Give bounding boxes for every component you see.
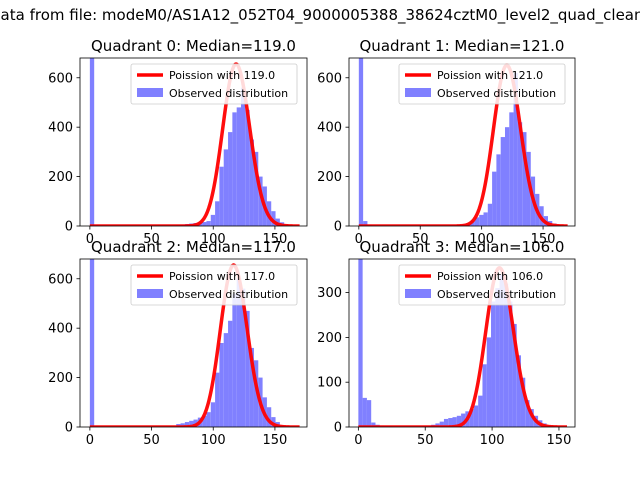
y-tick-label: 100 bbox=[317, 376, 342, 391]
legend: Poission with 121.0 Observed distribution bbox=[399, 64, 565, 104]
x-tick-label: 0 bbox=[86, 433, 94, 448]
y-tick-label: 200 bbox=[48, 170, 73, 185]
figure-suptitle-text: Data from file: modeM0/AS1A12_052T04_900… bbox=[0, 6, 640, 24]
legend: Poission with 117.0 Observed distribution bbox=[131, 265, 297, 305]
y-tick-label: 400 bbox=[317, 121, 342, 136]
y-tick-label: 600 bbox=[48, 71, 73, 86]
y-tick-label: 600 bbox=[48, 272, 73, 287]
x-tick-label: 50 bbox=[143, 433, 160, 448]
histogram-bar-30 bbox=[219, 343, 223, 427]
x-tick-label: 150 bbox=[263, 433, 288, 448]
legend-entry-observed: Observed distribution bbox=[169, 288, 288, 301]
histogram-bar-31 bbox=[224, 333, 228, 427]
histogram-bar-30 bbox=[488, 204, 492, 226]
histogram-bar-29 bbox=[482, 364, 486, 427]
legend-hist-swatch bbox=[405, 88, 431, 97]
legend-hist-swatch bbox=[405, 289, 431, 298]
subplot-title: Quadrant 3: Median=106.0 bbox=[360, 238, 565, 256]
histogram-bar-35 bbox=[241, 88, 245, 226]
y-tick-label: 0 bbox=[65, 421, 73, 436]
y-tick-label: 200 bbox=[48, 371, 73, 386]
histogram-bar-27 bbox=[206, 412, 210, 427]
subplot-quadrant-3: 0 50 100 150 0 100 200 300 Quadrant 3: Median=10… bbox=[317, 238, 575, 448]
histogram-bar-31 bbox=[491, 302, 495, 427]
histogram-bar-34 bbox=[237, 107, 241, 226]
histogram-bar-28 bbox=[479, 215, 483, 226]
histogram-bar-28 bbox=[211, 215, 215, 226]
histogram-bar-31 bbox=[492, 172, 496, 226]
histogram-bar-27 bbox=[206, 221, 210, 226]
histogram-bar-1 bbox=[363, 398, 367, 427]
y-tick-label: 200 bbox=[317, 331, 342, 346]
histogram-bar-30 bbox=[219, 167, 223, 226]
histogram-bar-31 bbox=[224, 149, 228, 226]
legend-entry-fit: Poission with 117.0 bbox=[169, 270, 275, 283]
x-tick-label: 50 bbox=[417, 433, 434, 448]
legend-entry-fit: Poission with 119.0 bbox=[169, 69, 275, 82]
x-tick-label: 100 bbox=[480, 433, 505, 448]
subplot-title: Quadrant 1: Median=121.0 bbox=[360, 37, 565, 55]
legend: Poission with 106.0 Observed distribution bbox=[399, 265, 565, 305]
legend: Poission with 119.0 Observed distribution bbox=[131, 64, 297, 104]
x-tick-label: 100 bbox=[201, 433, 226, 448]
histogram-bar-0 bbox=[90, 58, 94, 226]
x-tick-label: 150 bbox=[547, 433, 572, 448]
histogram-bar-34 bbox=[505, 127, 509, 226]
legend-entry-observed: Observed distribution bbox=[437, 288, 556, 301]
histogram-bar-0 bbox=[359, 58, 363, 226]
subplot-quadrant-2: 0 50 100 150 0 200 400 600 Quadrant 2: Median=11… bbox=[48, 238, 307, 448]
histogram-bar-29 bbox=[215, 201, 219, 226]
subplot-title: Quadrant 2: Median=117.0 bbox=[91, 238, 296, 256]
y-tick-label: 300 bbox=[317, 286, 342, 301]
y-tick-label: 0 bbox=[334, 220, 342, 235]
legend-hist-swatch bbox=[137, 88, 163, 97]
subplot-title: Quadrant 0: Median=119.0 bbox=[91, 37, 296, 55]
histogram-bar-32 bbox=[496, 154, 500, 226]
histogram-bar-33 bbox=[501, 137, 505, 226]
histogram-bar-0 bbox=[90, 259, 94, 427]
legend-entry-observed: Observed distribution bbox=[437, 87, 556, 100]
legend-entry-observed: Observed distribution bbox=[169, 87, 288, 100]
y-tick-label: 600 bbox=[317, 71, 342, 86]
y-tick-label: 0 bbox=[65, 220, 73, 235]
histogram-bar-30 bbox=[487, 337, 491, 427]
histogram-bar-32 bbox=[228, 132, 232, 226]
y-tick-label: 0 bbox=[334, 421, 342, 436]
y-tick-label: 400 bbox=[48, 322, 73, 337]
legend-entry-fit: Poission with 121.0 bbox=[437, 69, 543, 82]
histogram-bar-35 bbox=[509, 112, 513, 226]
histogram-bar-29 bbox=[483, 212, 487, 226]
legend-hist-swatch bbox=[137, 289, 163, 298]
y-tick-label: 200 bbox=[317, 170, 342, 185]
histogram-bar-28 bbox=[478, 396, 482, 427]
legend-entry-fit: Poission with 106.0 bbox=[437, 270, 543, 283]
y-tick-label: 400 bbox=[48, 121, 73, 136]
histogram-bar-32 bbox=[228, 321, 232, 427]
histogram-bar-32 bbox=[495, 288, 499, 427]
x-tick-label: 0 bbox=[354, 433, 362, 448]
histogram-bar-0 bbox=[358, 259, 362, 427]
histogram-bar-29 bbox=[215, 373, 219, 427]
histogram-bar-33 bbox=[232, 112, 236, 226]
histogram-bar-33 bbox=[232, 294, 236, 427]
figure-suptitle: Data from file: modeM0/AS1A12_052T04_900… bbox=[0, 6, 640, 26]
histogram-bar-28 bbox=[211, 402, 215, 427]
histogram-bar-2 bbox=[367, 400, 371, 427]
histogram-bar-27 bbox=[474, 405, 478, 427]
